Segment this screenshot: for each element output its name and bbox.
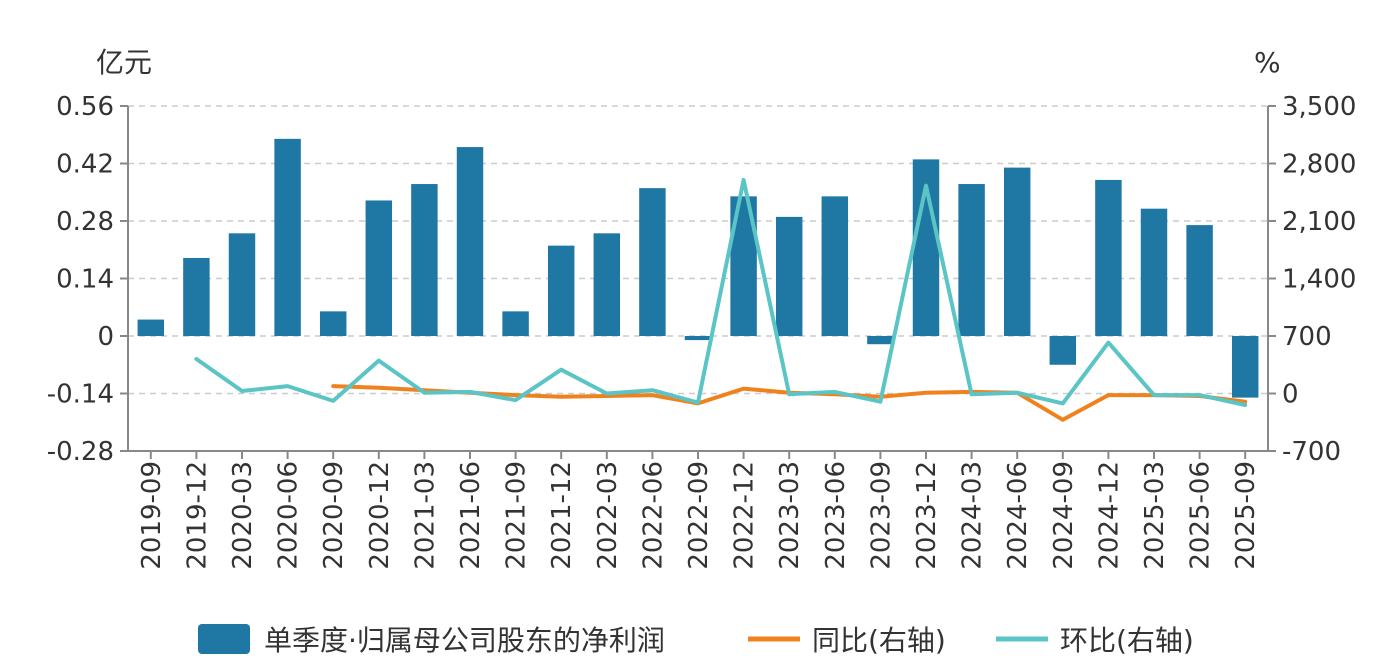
x-tick-label: 2022-09 xyxy=(684,461,714,570)
x-tick-label: 2021-06 xyxy=(456,461,486,570)
bar xyxy=(1186,225,1213,336)
x-tick-label: 2021-09 xyxy=(502,461,532,570)
right-tick-label: 0 xyxy=(1282,380,1299,410)
bar xyxy=(365,200,393,336)
left-tick-label: -0.14 xyxy=(47,380,114,410)
x-tick-label: 2019-12 xyxy=(182,461,212,570)
legend-label-bar: 单季度·归属母公司股东的净利润 xyxy=(264,624,665,657)
bar-series xyxy=(137,138,1259,398)
x-tick-label: 2020-12 xyxy=(365,461,395,570)
bar xyxy=(547,245,575,336)
x-tick-label: 2025-09 xyxy=(1231,461,1261,570)
x-tick-label: 2022-12 xyxy=(730,461,760,570)
bar xyxy=(228,233,256,336)
bar xyxy=(1140,208,1168,336)
bar xyxy=(593,233,621,336)
left-tick-label: 0.42 xyxy=(56,150,114,180)
x-tick-label: 2023-06 xyxy=(821,461,851,570)
bar xyxy=(821,196,849,336)
left-tick-label: 0.28 xyxy=(56,207,114,237)
right-axis-unit: % xyxy=(1254,46,1281,79)
legend-swatch-bar xyxy=(198,624,250,654)
x-tick-label: 2023-03 xyxy=(775,461,805,570)
bar xyxy=(639,188,666,336)
line-series xyxy=(194,177,1248,422)
legend-label-qoq: 环比(右轴) xyxy=(1060,624,1194,657)
left-tick-label: 0.14 xyxy=(56,265,114,295)
grid-lines xyxy=(128,105,1268,395)
bar xyxy=(319,311,347,336)
bar xyxy=(867,336,894,345)
x-tick-label: 2023-12 xyxy=(912,461,942,570)
right-tick-label: -700 xyxy=(1282,437,1341,467)
left-tick-label: 0 xyxy=(97,322,114,352)
x-tick-label: 2020-09 xyxy=(319,461,349,570)
x-tick-label: 2024-09 xyxy=(1049,461,1079,570)
x-tick-label: 2024-06 xyxy=(1003,461,1033,570)
bar xyxy=(411,184,438,336)
x-tick-label: 2022-03 xyxy=(593,461,623,570)
left-tick-label: -0.28 xyxy=(47,437,114,467)
bar xyxy=(1049,336,1077,365)
right-tick-label: 2,100 xyxy=(1282,207,1356,237)
right-tick-label: 1,400 xyxy=(1282,265,1356,295)
bar xyxy=(1095,179,1122,336)
legend-label-yoy: 同比(右轴) xyxy=(812,624,946,657)
right-tick-label: 700 xyxy=(1282,322,1332,352)
left-axis: 0.56 0.42 0.28 0.14 0 -0.14 -0.28 xyxy=(47,92,129,467)
bar xyxy=(1231,336,1259,398)
bar xyxy=(684,336,712,341)
x-tick-label: 2021-12 xyxy=(547,461,577,570)
x-tick-label: 2025-03 xyxy=(1140,461,1170,570)
bar xyxy=(502,311,529,336)
bar xyxy=(958,184,985,336)
left-tick-label: 0.56 xyxy=(56,92,114,122)
right-tick-label: 2,800 xyxy=(1282,150,1356,180)
bar xyxy=(183,257,210,336)
x-tick-label: 2020-03 xyxy=(228,461,258,570)
right-axis: 3,500 2,800 2,100 1,400 700 0 -700 xyxy=(1267,92,1356,467)
legend: 单季度·归属母公司股东的净利润 同比(右轴) 环比(右轴) xyxy=(198,624,1194,657)
x-tick-label: 2021-03 xyxy=(410,461,440,570)
x-axis: 2019-09 2019-12 2020-03 2020-06 2020-09 2020-… xyxy=(128,450,1268,570)
left-axis-unit: 亿元 xyxy=(96,46,152,79)
x-tick-label: 2024-12 xyxy=(1094,461,1124,570)
x-tick-label: 2024-03 xyxy=(958,461,988,570)
x-tick-label: 2023-09 xyxy=(866,461,896,570)
bar xyxy=(274,138,301,336)
x-tick-label: 2019-09 xyxy=(137,461,167,570)
bar xyxy=(137,319,165,336)
qoq-line xyxy=(194,177,1248,407)
x-tick-label: 2020-06 xyxy=(274,461,304,570)
x-tick-label: 2022-06 xyxy=(638,461,668,570)
right-tick-label: 3,500 xyxy=(1282,92,1356,122)
bar xyxy=(456,147,484,336)
bar xyxy=(775,216,803,336)
bar xyxy=(1003,167,1031,336)
x-tick-label: 2025-06 xyxy=(1186,461,1216,570)
